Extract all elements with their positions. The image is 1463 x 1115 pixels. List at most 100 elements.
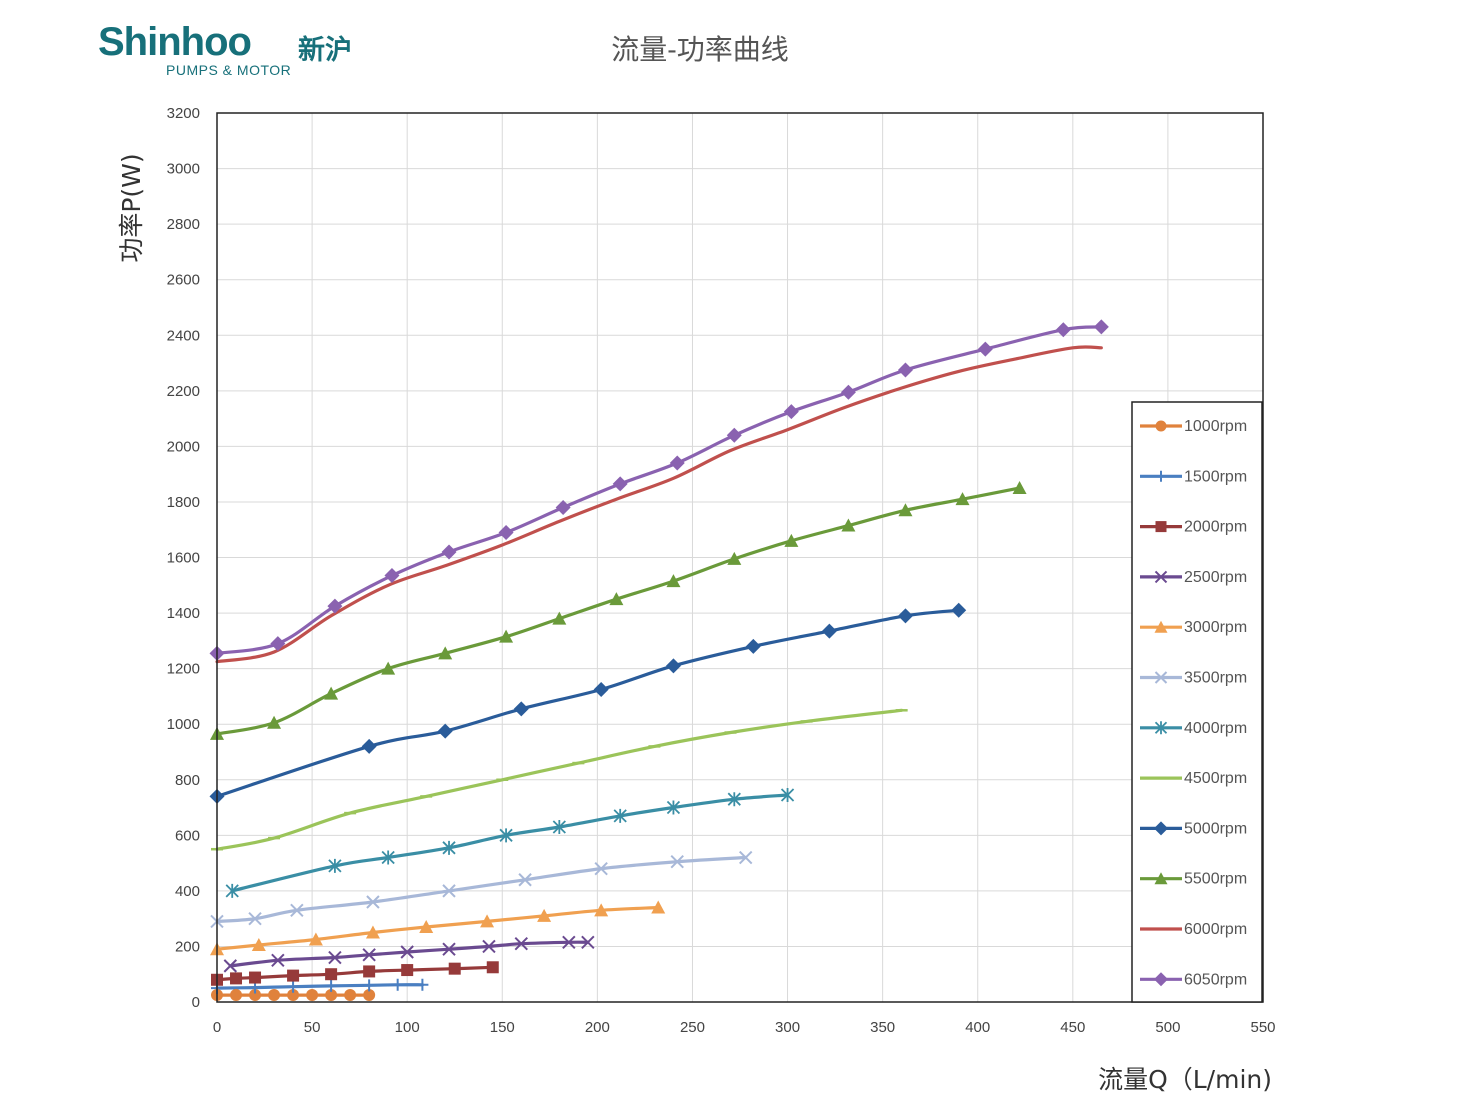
x-tick-label: 550 bbox=[1250, 1019, 1275, 1036]
data-point-5500rpm bbox=[324, 686, 339, 700]
y-tick-label: 1000 bbox=[167, 716, 200, 733]
series-line-2500rpm bbox=[228, 940, 590, 968]
x-tick-label: 100 bbox=[395, 1019, 420, 1036]
data-point-6050rpm bbox=[669, 455, 685, 471]
data-point-5500rpm bbox=[499, 629, 514, 643]
data-point-5500rpm bbox=[955, 492, 970, 506]
data-point-2000rpm bbox=[230, 972, 243, 985]
data-point-1500rpm bbox=[287, 980, 300, 993]
y-tick-label: 3200 bbox=[167, 105, 200, 122]
data-point-3000rpm bbox=[594, 903, 609, 917]
legend-label-4500rpm: 4500rpm bbox=[1184, 770, 1247, 787]
x-tick-label: 350 bbox=[870, 1019, 895, 1036]
legend-label-2500rpm: 2500rpm bbox=[1184, 569, 1247, 586]
data-point-2500rpm bbox=[223, 959, 238, 973]
logo-brand-cn: 新沪 bbox=[298, 35, 352, 66]
legend-marker-2000rpm bbox=[1155, 521, 1167, 533]
legend-label-3000rpm: 3000rpm bbox=[1184, 619, 1247, 636]
data-point-2500rpm bbox=[442, 942, 456, 956]
data-point-2500rpm bbox=[328, 950, 342, 965]
data-point-6050rpm bbox=[327, 598, 343, 614]
data-point-6050rpm bbox=[840, 384, 856, 400]
data-point-3500rpm bbox=[290, 903, 304, 918]
legend-label-2000rpm: 2000rpm bbox=[1184, 519, 1247, 536]
data-point-1500rpm bbox=[391, 978, 404, 991]
y-tick-label: 2200 bbox=[167, 383, 200, 400]
data-point-2000rpm bbox=[363, 965, 376, 978]
y-tick-label: 200 bbox=[175, 938, 200, 955]
y-tick-label: 600 bbox=[175, 827, 200, 844]
legend-marker-1000rpm bbox=[1155, 420, 1167, 432]
series-line-6000rpm bbox=[215, 345, 1103, 664]
y-tick-label: 1400 bbox=[167, 605, 200, 622]
legend-box bbox=[1131, 401, 1263, 1003]
data-point-3500rpm bbox=[442, 884, 456, 898]
series-lines bbox=[215, 325, 1103, 997]
data-point-3500rpm bbox=[594, 861, 608, 876]
x-tick-label: 50 bbox=[304, 1019, 321, 1036]
x-tick-label: 150 bbox=[490, 1019, 515, 1036]
chart-title: 流量-功率曲线 bbox=[611, 33, 789, 66]
data-point-5500rpm bbox=[609, 592, 624, 606]
legend-label-1500rpm: 1500rpm bbox=[1184, 468, 1247, 485]
series-line-5000rpm bbox=[215, 608, 961, 798]
legend-marker-5500rpm bbox=[1154, 872, 1168, 885]
shinhoo-logo: Shinhoo 新沪 PUMPS & MOTOR bbox=[98, 20, 388, 82]
data-point-5500rpm bbox=[666, 574, 681, 588]
data-point-1000rpm bbox=[344, 989, 357, 1002]
data-point-1000rpm bbox=[306, 989, 319, 1002]
y-axis-ticks: 0 200 400 600 800 1000 1200 1400 1600 1800 2000 220… bbox=[167, 105, 200, 1011]
legend-marker-5000rpm bbox=[1154, 821, 1168, 836]
data-point-5000rpm bbox=[437, 723, 453, 739]
legend-marker-6050rpm bbox=[1154, 972, 1168, 987]
data-point-2000rpm bbox=[486, 961, 499, 974]
data-point-4000rpm bbox=[442, 840, 456, 855]
data-point-3000rpm bbox=[419, 919, 434, 933]
legend-marker-4000rpm bbox=[1154, 721, 1168, 735]
data-point-2000rpm bbox=[287, 969, 300, 982]
data-point-5500rpm bbox=[841, 518, 856, 532]
series-line-1500rpm bbox=[215, 983, 424, 990]
y-axis-title: 功率P(W) bbox=[117, 153, 146, 262]
data-point-6050rpm bbox=[1093, 319, 1109, 335]
legend-label-5500rpm: 5500rpm bbox=[1184, 871, 1247, 888]
data-point-6050rpm bbox=[726, 427, 742, 443]
legend-marker-2500rpm bbox=[1154, 570, 1168, 584]
data-point-6050rpm bbox=[897, 362, 913, 378]
data-point-5500rpm bbox=[784, 533, 799, 547]
data-point-2000rpm bbox=[249, 971, 262, 984]
data-point-4000rpm bbox=[666, 800, 681, 815]
data-point-5000rpm bbox=[821, 623, 837, 639]
x-tick-label: 200 bbox=[585, 1019, 610, 1036]
y-tick-label: 2800 bbox=[167, 216, 200, 233]
legend-marker-3000rpm bbox=[1154, 620, 1168, 633]
data-point-3500rpm bbox=[738, 850, 753, 865]
data-point-2500rpm bbox=[581, 935, 595, 949]
data-point-5000rpm bbox=[897, 608, 913, 624]
data-point-4000rpm bbox=[328, 858, 342, 873]
x-tick-label: 250 bbox=[680, 1019, 705, 1036]
y-tick-label: 2600 bbox=[167, 272, 200, 289]
y-tick-label: 1600 bbox=[167, 550, 200, 567]
x-tick-label: 450 bbox=[1060, 1019, 1085, 1036]
data-point-5500rpm bbox=[1012, 481, 1027, 495]
data-point-1500rpm bbox=[325, 979, 338, 992]
x-tick-label: 500 bbox=[1155, 1019, 1180, 1036]
data-point-6050rpm bbox=[384, 568, 400, 584]
data-point-4000rpm bbox=[780, 788, 795, 803]
data-point-5500rpm bbox=[381, 661, 396, 675]
logo-brand-text: Shinhoo bbox=[98, 20, 252, 64]
data-point-1000rpm bbox=[287, 989, 300, 1002]
data-point-5500rpm bbox=[898, 503, 913, 517]
data-point-6050rpm bbox=[441, 544, 457, 560]
data-point-4000rpm bbox=[727, 792, 741, 807]
data-point-5000rpm bbox=[593, 681, 609, 697]
data-point-3000rpm bbox=[251, 938, 266, 952]
data-point-4000rpm bbox=[381, 850, 395, 865]
data-point-4000rpm bbox=[613, 808, 627, 823]
x-axis-ticks: 0 50 100 150 200 250 300 350 400 450 500 550 bbox=[213, 1019, 1276, 1036]
data-point-3500rpm bbox=[518, 873, 532, 887]
data-point-1500rpm bbox=[249, 981, 262, 994]
x-tick-label: 300 bbox=[775, 1019, 800, 1036]
